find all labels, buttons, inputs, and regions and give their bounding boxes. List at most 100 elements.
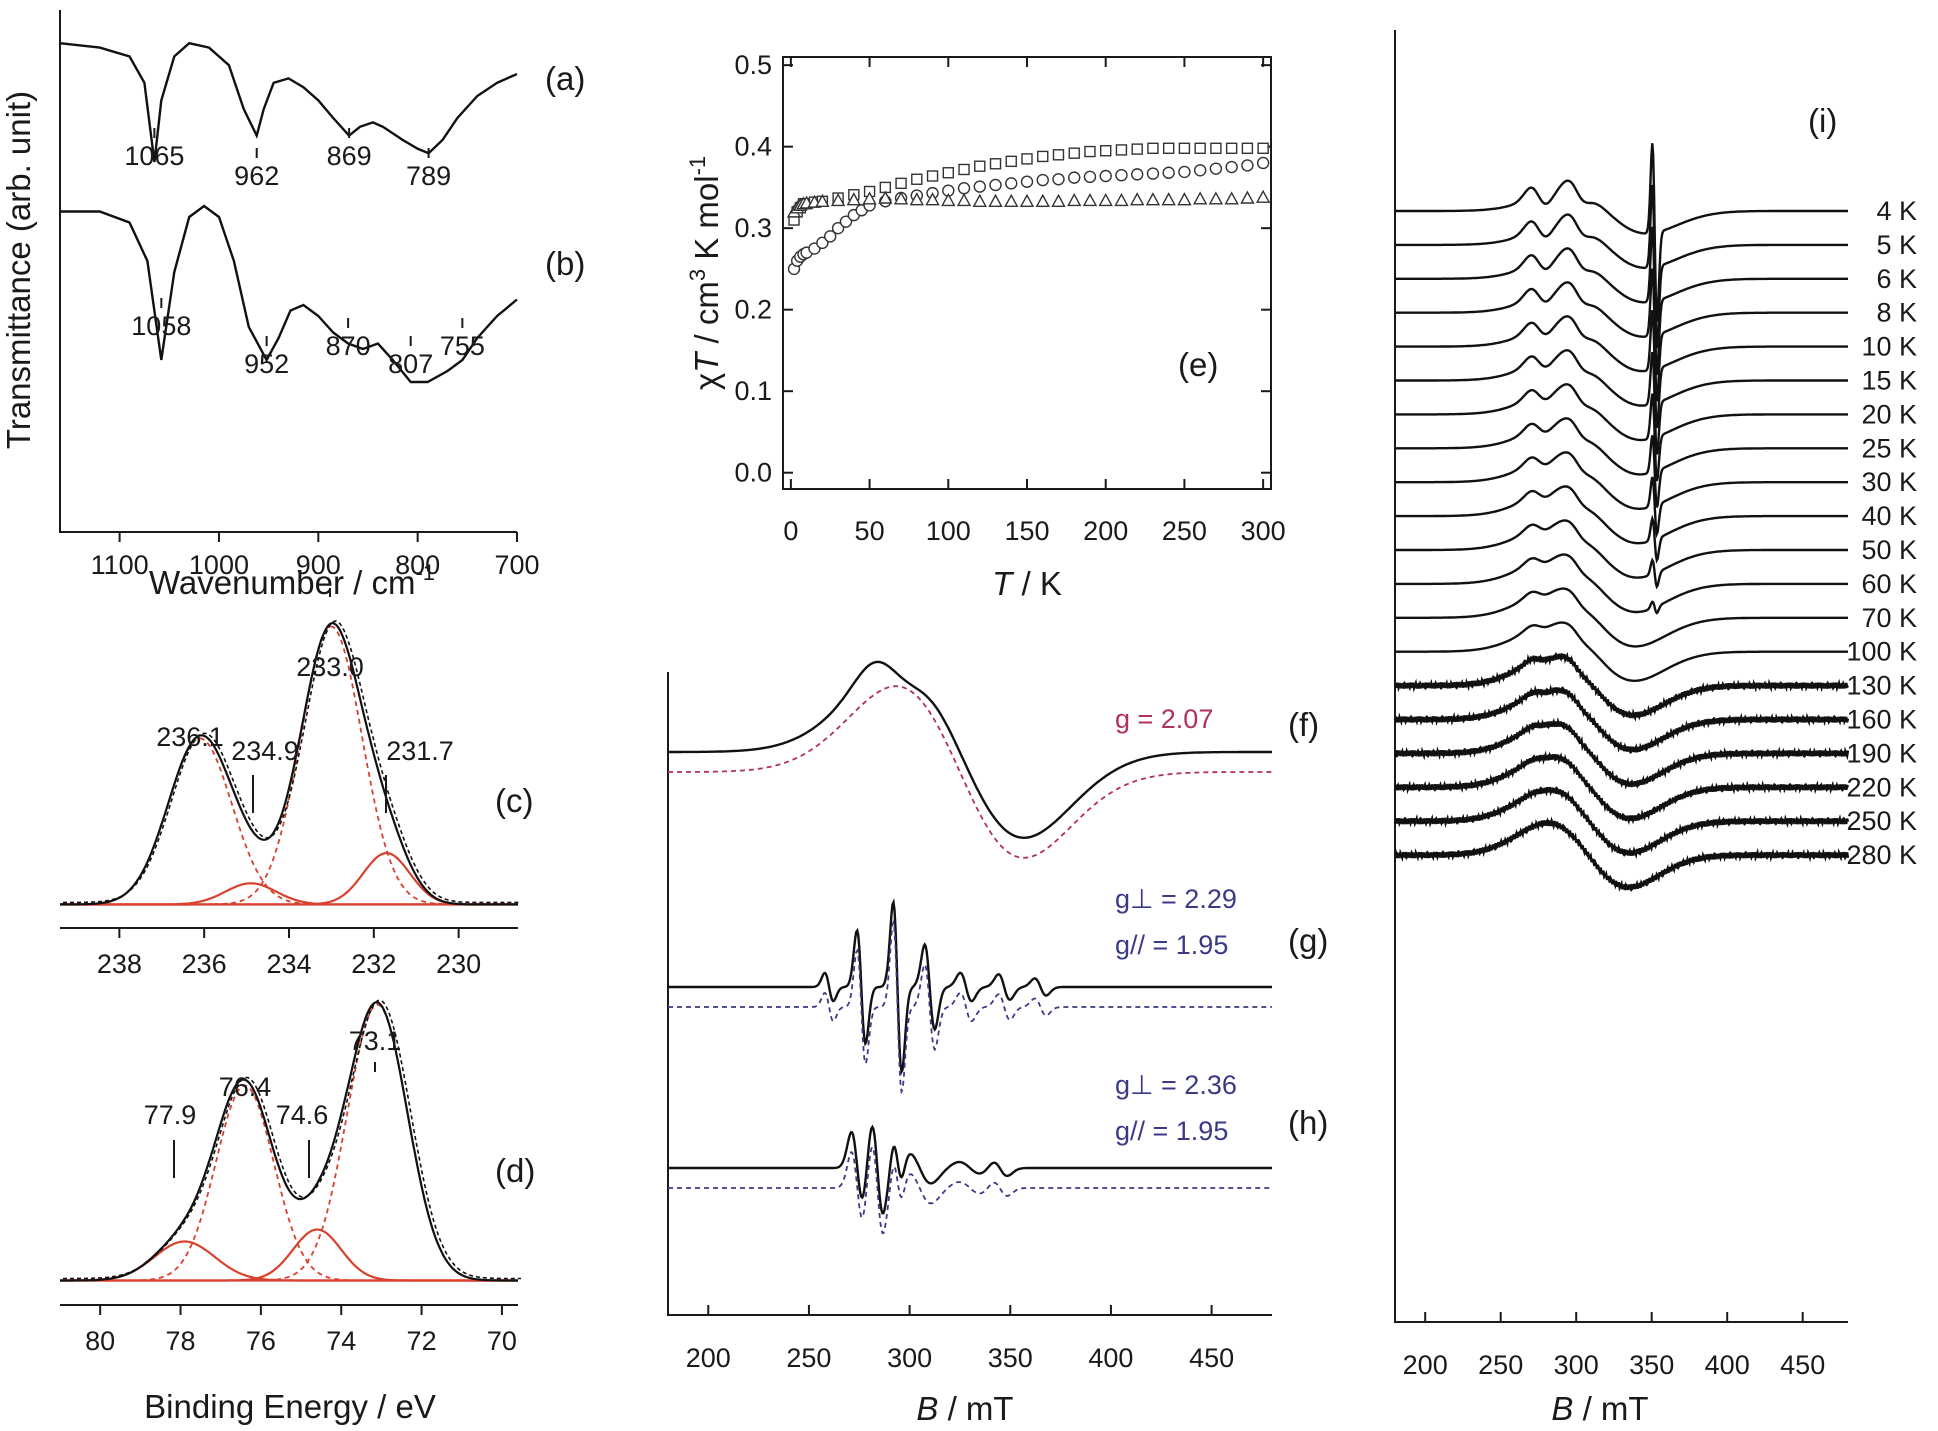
epr-i-panel: 200 250 300 350 400 450 4 K5 K6 K8 K10 K15 K2… xyxy=(1393,30,1917,1427)
chiT-y-tick-label: 0.0 xyxy=(734,458,772,488)
epr-i-spectrum-8K xyxy=(1395,268,1848,402)
ir-x-tick-label: 900 xyxy=(296,550,341,580)
epr-i-spectrum-5K xyxy=(1395,184,1848,349)
chiT-point-square xyxy=(1225,142,1238,154)
d-x-tick-label: 78 xyxy=(166,1326,196,1356)
chiT-point-triangle xyxy=(1224,191,1239,205)
chiT-point-circle xyxy=(1241,159,1254,172)
chiT-y-axis-label: χT / cm3 K mol-1 xyxy=(685,156,725,390)
ir-y-axis-label: Transmittance (arb. unit) xyxy=(0,91,37,449)
xps-c-ticks: 238 236 234 232 230 xyxy=(97,928,481,979)
chiT-point-triangle xyxy=(1192,191,1208,205)
c-peak-label: 231.7 xyxy=(386,736,454,766)
d-peak-label: 77.9 xyxy=(144,1100,197,1130)
chiT-point-square xyxy=(1115,144,1128,156)
chiT-point-triangle xyxy=(988,193,1003,207)
chiT-point-circle xyxy=(1115,168,1128,182)
epr-i-spectrum-40K xyxy=(1395,485,1848,564)
epr-fgh-axes-frame xyxy=(667,672,1272,1316)
panel-label-d: (d) xyxy=(495,1152,535,1189)
g-gperp-value: g⊥ = 2.29 xyxy=(1115,884,1237,914)
chiT-point-triangle xyxy=(1082,192,1098,207)
epr-fgh-x-tick-label: 450 xyxy=(1189,1343,1234,1373)
chiT-point-circle xyxy=(1036,173,1049,187)
chiT-point-square xyxy=(1100,145,1112,157)
epr-i-spectrum-70K xyxy=(1395,587,1848,648)
c-x-tick-label: 238 xyxy=(97,949,142,979)
d-fit-sum xyxy=(63,999,521,1280)
chiT-point-circle xyxy=(1052,173,1065,186)
c-peak-label: 234.9 xyxy=(231,736,299,766)
epr-i-spectrum-160K xyxy=(1393,684,1850,755)
ir-peak-label: 869 xyxy=(327,141,372,171)
xps-d-ticks: 80 78 76 74 72 70 xyxy=(85,1305,517,1356)
c-x-tick-label: 230 xyxy=(436,949,481,979)
chiT-point-circle xyxy=(1209,162,1223,175)
c-x-tick-label: 232 xyxy=(351,949,396,979)
ir-x-tick-label: 1100 xyxy=(91,550,149,580)
epr-i-spectrum-130K xyxy=(1393,651,1850,722)
ir-axes-frame xyxy=(59,10,517,533)
ir-x-tick-label: 1000 xyxy=(189,550,249,580)
chiT-point-square xyxy=(1068,147,1080,159)
chiT-point-square xyxy=(1162,142,1175,154)
chiT-point-triangle xyxy=(972,193,987,207)
chiT-axes-frame xyxy=(782,56,1272,490)
xps-x-axis-label: Binding Energy / eV xyxy=(144,1388,436,1425)
chiT-point-square xyxy=(1037,150,1049,163)
ir-x-ticks: 1100 1000 900 800 700 xyxy=(91,532,540,580)
epr-fgh-x-axis-label: B / mT xyxy=(916,1390,1013,1427)
chiT-point-circle xyxy=(973,180,986,193)
chiT-point-circle xyxy=(816,236,829,250)
chiT-point-square xyxy=(1005,155,1017,168)
chiT-x-tick-label: 250 xyxy=(1162,516,1207,546)
epr-i-temperature-label: 10 K xyxy=(1861,332,1917,362)
epr-i-spectrum-20K xyxy=(1395,383,1848,482)
chiT-point-triangle xyxy=(1114,192,1129,207)
chiT-point-triangle xyxy=(1130,192,1145,206)
chiT-point-triangle xyxy=(1098,192,1113,207)
chiT-point-triangle xyxy=(1240,190,1255,204)
chiT-point-circle xyxy=(1005,177,1018,190)
epr-i-spectrum-10K xyxy=(1395,310,1848,429)
ir-peak-label: 1058 xyxy=(131,311,191,341)
chiT-point-triangle xyxy=(1255,189,1271,203)
epr-i-spectrum-190K xyxy=(1394,716,1850,790)
chiT-point-circle xyxy=(1099,169,1112,183)
h-gpar-value: g// = 1.95 xyxy=(1115,1116,1228,1146)
chiT-point-square xyxy=(1210,142,1222,154)
panel-label-g: (g) xyxy=(1288,922,1328,959)
chiT-point-square xyxy=(911,173,923,185)
chiT-point-triangle xyxy=(1035,193,1050,207)
panel-label-i: (i) xyxy=(1808,102,1837,139)
epr-i-spectrum-25K xyxy=(1395,417,1848,508)
chiT-ticks: 0 50 100 150 200 250 300 0.0 0.1 0.2 0.3 0.4 0.5 xyxy=(734,50,1285,546)
epr-f-fit xyxy=(668,685,1272,859)
epr-i-spectrum-280K xyxy=(1393,816,1850,893)
chiT-point-circle xyxy=(1130,168,1144,181)
chiT-point-square xyxy=(989,158,1002,170)
epr-i-spectrum-250K xyxy=(1393,786,1850,860)
chiT-point-triangle xyxy=(1019,193,1035,207)
chiT-y-tick-label: 0.2 xyxy=(734,295,772,325)
chiT-point-square xyxy=(1052,149,1065,161)
chiT-y-tick-label: 0.3 xyxy=(734,213,772,243)
d-component-73.1 xyxy=(60,1003,518,1282)
chiT-point-circle xyxy=(957,182,971,195)
ir-peak-label: 962 xyxy=(234,161,279,191)
epr-i-temperature-label: 8 K xyxy=(1876,298,1917,328)
h-gperp-value: g⊥ = 2.36 xyxy=(1115,1070,1237,1100)
chiT-point-triangle xyxy=(1177,192,1192,206)
chiT-point-circle xyxy=(831,221,845,235)
chiT-point-triangle xyxy=(941,192,956,207)
d-peak-label: 76.4 xyxy=(219,1072,272,1102)
chiT-point-triangle xyxy=(862,191,877,205)
ir-x-tick-label: 700 xyxy=(494,550,539,580)
d-x-tick-label: 80 xyxy=(85,1326,115,1356)
chiT-point-square xyxy=(958,163,970,176)
chiT-point-circle xyxy=(1256,156,1270,170)
epr-i-temperature-label: 15 K xyxy=(1861,366,1917,396)
epr-i-spectrum-50K xyxy=(1395,519,1848,590)
